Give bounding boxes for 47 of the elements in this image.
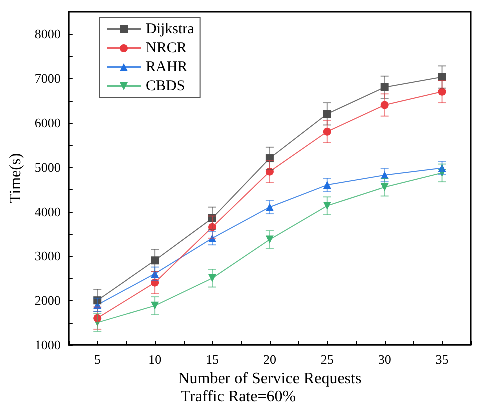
y-tick-label: 1000: [34, 338, 61, 352]
x-tick-label: 20: [263, 352, 276, 367]
x-tick-label: 35: [436, 352, 449, 367]
y-axis-title: Time(s): [8, 153, 24, 204]
point: [208, 234, 217, 242]
point: [380, 171, 389, 180]
x-tick-label: 15: [206, 352, 220, 367]
x-tick-label: 25: [320, 352, 334, 367]
point: [94, 296, 102, 305]
y-tick-label: 6000: [34, 116, 61, 130]
legend-label: CBDS: [146, 78, 186, 94]
point: [208, 223, 217, 232]
point: [438, 88, 446, 96]
y-tick-label: 7000: [34, 71, 61, 86]
point: [208, 214, 217, 222]
y-tick-label: 8000: [34, 26, 61, 42]
y-tick-label: 3000: [34, 248, 61, 264]
point: [380, 101, 389, 110]
point: [323, 202, 332, 210]
y-tick-label: 4000: [34, 204, 61, 220]
legend-label: RAHR: [146, 60, 188, 76]
point: [151, 256, 160, 265]
x-tick-label: 5: [94, 352, 101, 367]
point: [266, 154, 274, 163]
point: [151, 302, 160, 310]
point: [266, 168, 274, 176]
point: [266, 236, 274, 244]
x-tick-label: 10: [148, 352, 162, 367]
y-tick-label: 2000: [34, 293, 61, 308]
point: [323, 181, 332, 190]
point: [151, 278, 160, 287]
x-tick-label: 30: [378, 352, 392, 367]
point: [94, 314, 102, 322]
point: [151, 270, 160, 278]
point: [380, 183, 389, 192]
text: Traffic Rate=60%: [180, 388, 296, 406]
y-tick-label: 5000: [34, 160, 61, 175]
legend-label: Dijkstra: [146, 22, 195, 38]
point: [438, 164, 446, 172]
point: [323, 128, 332, 136]
x-axis-title: Number of Service Requests: [178, 370, 362, 388]
point: [208, 274, 217, 282]
point: [438, 73, 446, 82]
point: [380, 83, 389, 92]
legend-label: NRCR: [146, 40, 187, 56]
point: [323, 110, 332, 118]
point: [266, 203, 274, 212]
